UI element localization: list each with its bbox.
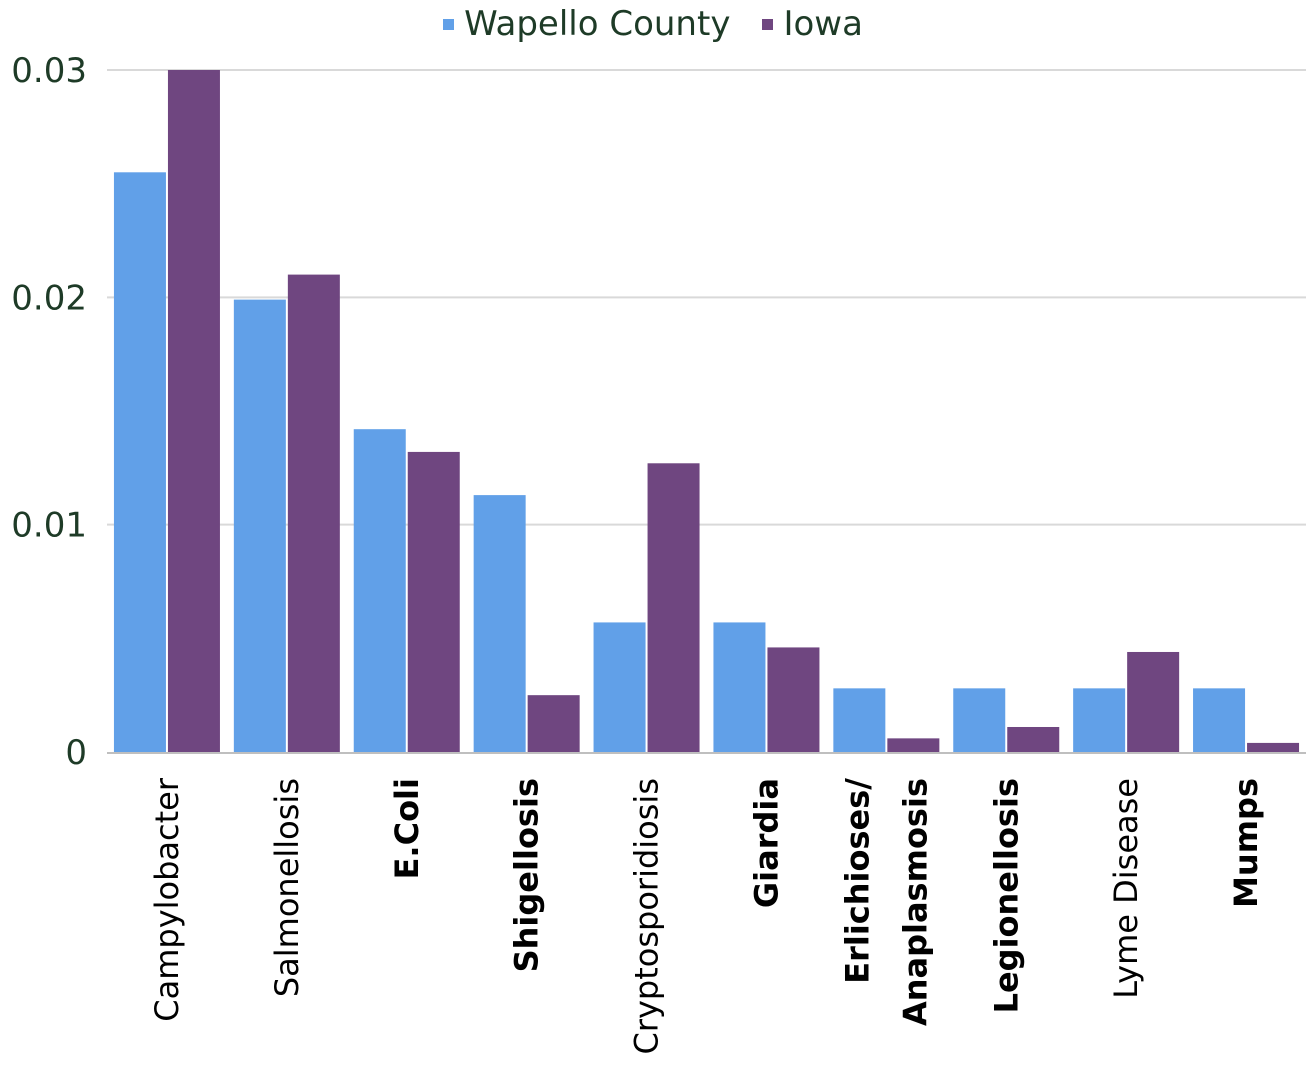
x-category-label: Giardia xyxy=(747,778,785,908)
bar-wapello xyxy=(593,622,646,752)
x-category-label: E.Coli xyxy=(388,778,426,879)
bar-iowa xyxy=(1127,651,1180,752)
x-category-label: Salmonellosis xyxy=(268,778,306,997)
x-category-label-line: Legionellosis xyxy=(987,778,1025,1013)
bar-iowa xyxy=(527,695,580,752)
bar-iowa xyxy=(407,451,460,752)
bar-wapello xyxy=(1073,688,1126,752)
gridlines xyxy=(107,69,1306,754)
x-category-label: Mumps xyxy=(1227,778,1265,908)
bar-wapello xyxy=(233,299,286,752)
bar-wapello xyxy=(113,172,166,753)
y-tick-label: 0 xyxy=(65,733,87,773)
bar-iowa xyxy=(647,463,700,752)
bar-iowa xyxy=(167,70,220,752)
x-category-label-line: Shigellosis xyxy=(508,778,546,972)
y-tick-label: 0.03 xyxy=(11,51,87,91)
x-category-label: Cryptosporidiosis xyxy=(628,778,666,1055)
bar-iowa xyxy=(1247,742,1300,752)
x-category-label-line: Erlichioses/ xyxy=(838,778,876,984)
x-category-label: Lyme Disease xyxy=(1107,778,1145,999)
bar-wapello xyxy=(833,688,886,752)
legend-item-wapello: Wapello County xyxy=(443,4,730,44)
x-category-label-line: Campylobacter xyxy=(148,777,186,1022)
bars xyxy=(113,70,1300,753)
x-category-label-line: Cryptosporidiosis xyxy=(628,778,666,1055)
x-category-label: Campylobacter xyxy=(148,777,186,1022)
bar-iowa xyxy=(1007,726,1060,752)
x-category-label: Erlichioses/Anaplasmosis xyxy=(838,778,934,1026)
legend-label-iowa: Iowa xyxy=(783,4,863,44)
legend-swatch-iowa xyxy=(762,18,774,30)
x-category-label-line: Mumps xyxy=(1227,778,1265,908)
chart-legend: Wapello County Iowa xyxy=(0,4,1306,44)
bar-iowa xyxy=(287,274,340,752)
bar-wapello xyxy=(953,688,1006,752)
x-axis-labels: Campylobacter Salmonellosis E.Coli Shigello… xyxy=(148,777,1265,1054)
bar-iowa xyxy=(767,647,820,752)
y-tick-label: 0.02 xyxy=(11,278,87,318)
bar-wapello xyxy=(353,429,406,752)
legend-swatch-wapello xyxy=(443,18,455,30)
y-axis-ticks: 0 0.01 0.02 0.03 xyxy=(11,51,87,773)
x-category-label-line: E.Coli xyxy=(388,778,426,879)
bar-wapello xyxy=(1193,688,1246,752)
x-category-label: Legionellosis xyxy=(987,778,1025,1013)
bar-iowa xyxy=(887,738,940,752)
legend-item-iowa: Iowa xyxy=(762,4,863,44)
legend-label-wapello: Wapello County xyxy=(464,4,731,44)
bar-wapello xyxy=(713,622,766,752)
y-tick-label: 0.01 xyxy=(11,506,87,546)
x-category-label-line: Lyme Disease xyxy=(1107,778,1145,999)
bar-wapello xyxy=(473,495,526,752)
x-category-label-line: Salmonellosis xyxy=(268,778,306,997)
x-category-label-line: Giardia xyxy=(747,778,785,908)
x-category-label-line: Anaplasmosis xyxy=(896,778,934,1026)
x-category-label: Shigellosis xyxy=(508,778,546,972)
